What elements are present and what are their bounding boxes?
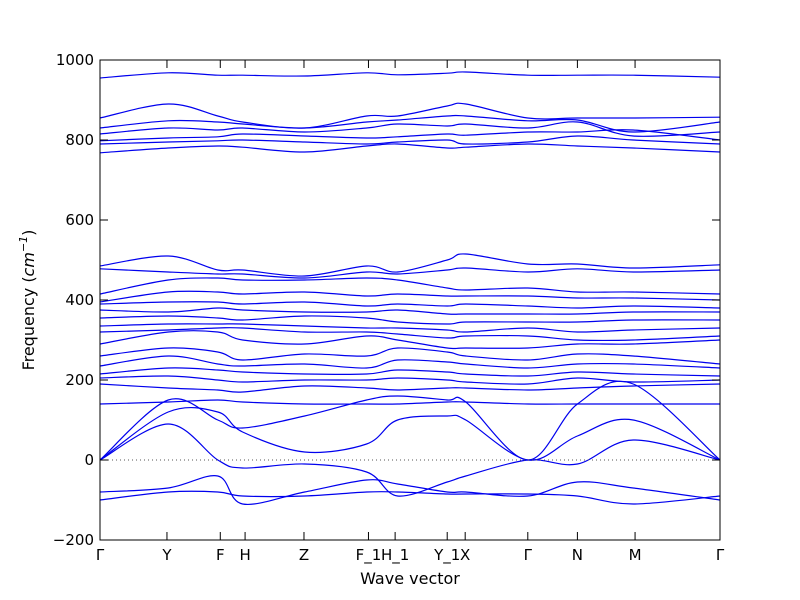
band-line-5 <box>99 129 721 142</box>
band-line-26 <box>99 423 721 497</box>
band-line-27 <box>99 475 721 506</box>
band-line-15 <box>99 323 721 333</box>
band-line-13 <box>99 307 721 315</box>
x-tick-label-3: F <box>216 546 225 564</box>
x-tick-label-10: Γ <box>524 546 533 564</box>
y-axis-title-prefix: Frequency ( <box>19 276 38 370</box>
x-tick-label-4: H <box>239 546 250 564</box>
y-tick-label-7: 1000 <box>56 51 94 69</box>
band-line-16 <box>99 327 721 342</box>
x-tick-label-7: H_1 <box>381 546 409 565</box>
y-tick-label-6: 800 <box>65 131 94 149</box>
band-line-20 <box>99 367 721 377</box>
band-line-14 <box>99 315 721 325</box>
x-tick-label-2: Y <box>161 546 172 564</box>
band-line-12 <box>99 301 721 309</box>
band-line-3 <box>99 114 721 133</box>
band-line-25 <box>99 407 721 461</box>
band-line-8 <box>99 253 721 277</box>
y-axis-title-suffix: ) <box>19 230 38 236</box>
y-axis: −200 0 200 400 600 800 1000 <box>53 51 720 549</box>
band-line-9 <box>99 267 721 279</box>
x-tick-label-5: Z <box>299 546 309 564</box>
band-line-2 <box>99 102 721 129</box>
x-tick-label-8: Y_1 <box>433 546 460 565</box>
x-tick-label-9: X <box>460 546 470 564</box>
x-axis: Γ Y F H Z F_1 H_1 Y_1 X Γ N M Γ <box>96 546 725 565</box>
band-line-21 <box>99 375 721 385</box>
y-tick-label-5: 600 <box>65 211 94 229</box>
band-line-10 <box>99 277 721 295</box>
band-line-6 <box>99 135 721 145</box>
band-line-4 <box>99 121 721 137</box>
series-layer <box>99 71 721 506</box>
x-tick-label-6: F_1 <box>356 546 382 565</box>
y-tick-label-4: 400 <box>65 291 94 309</box>
band-line-11 <box>99 290 721 303</box>
x-axis-title: Wave vector <box>360 569 460 588</box>
y-tick-label-1: −200 <box>53 531 94 549</box>
band-line-17 <box>99 330 721 350</box>
x-tick-label-13: Γ <box>716 546 725 564</box>
y-tick-label-3: 200 <box>65 371 94 389</box>
band-line-24 <box>99 380 721 461</box>
y-axis-title-exponent: −1 <box>17 236 30 252</box>
band-line-22 <box>99 383 721 393</box>
y-tick-label-2: 0 <box>84 451 94 469</box>
band-line-7 <box>99 143 721 154</box>
x-tick-label-12: M <box>629 546 642 564</box>
band-line-1 <box>99 71 721 79</box>
band-line-28 <box>99 490 721 505</box>
y-axis-title: Frequency (cm−1) <box>17 230 38 371</box>
band-line-18 <box>99 347 721 365</box>
y-axis-title-unit: cm <box>19 252 38 276</box>
band-line-19 <box>99 355 721 369</box>
x-tick-label-1: Γ <box>96 546 105 564</box>
band-line-23 <box>99 399 720 405</box>
x-tick-label-11: N <box>572 546 583 564</box>
